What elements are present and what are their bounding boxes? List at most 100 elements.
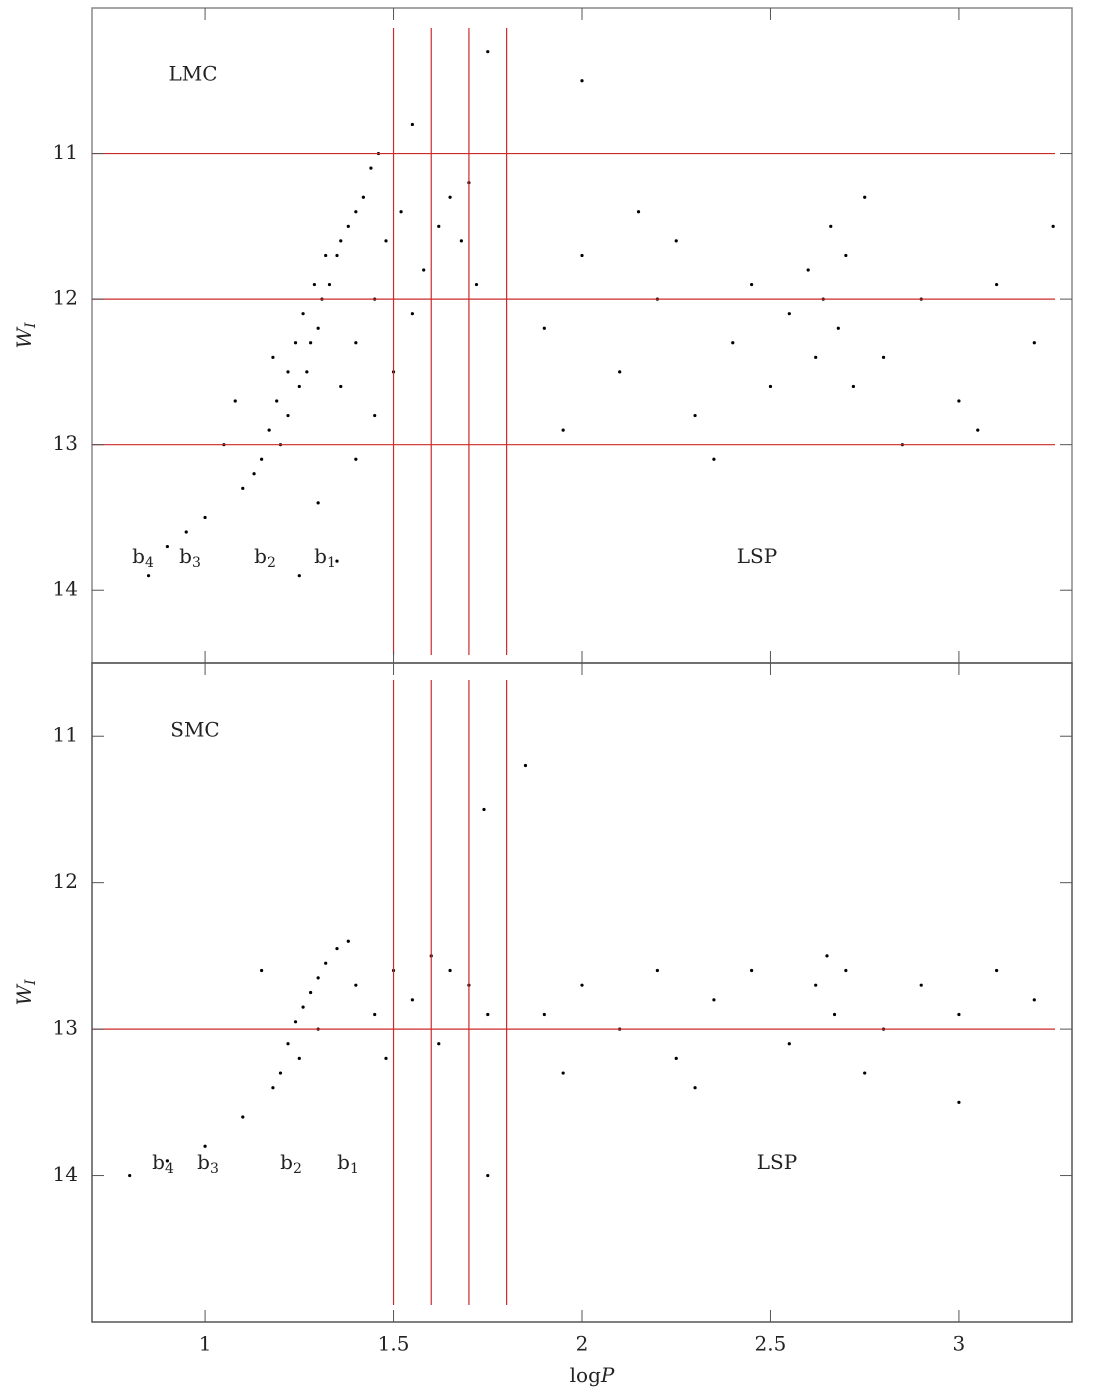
data-point xyxy=(995,282,999,287)
data-point xyxy=(335,253,339,258)
panel-label: LMC xyxy=(168,62,217,86)
data-point xyxy=(523,763,528,768)
annotation: b1 xyxy=(314,544,336,572)
data-point xyxy=(561,1071,565,1075)
data-point xyxy=(335,559,339,563)
data-point xyxy=(410,998,414,1002)
annotation: b4 xyxy=(152,1150,174,1178)
x-axis-label-italic: P xyxy=(600,1363,615,1387)
data-point xyxy=(309,990,313,995)
annotation: LSP xyxy=(757,1150,797,1174)
data-point xyxy=(881,355,886,359)
data-point xyxy=(286,370,290,374)
data-point xyxy=(275,399,279,403)
data-point xyxy=(919,983,923,987)
data-point xyxy=(580,983,584,987)
data-point xyxy=(693,413,697,418)
annotation-text: b xyxy=(280,1150,293,1174)
y-tick-label: 13 xyxy=(53,1016,78,1040)
data-point xyxy=(863,1071,867,1075)
data-point xyxy=(286,1042,290,1046)
data-point xyxy=(309,341,313,345)
data-point xyxy=(305,370,309,374)
data-point xyxy=(346,224,350,228)
annotation-sub: 3 xyxy=(210,1161,219,1177)
data-point xyxy=(339,384,343,389)
annotation-sub: 4 xyxy=(145,555,154,571)
data-point xyxy=(636,210,641,214)
data-point xyxy=(448,195,452,199)
data-point xyxy=(354,210,358,214)
data-point xyxy=(399,210,403,214)
data-point xyxy=(335,946,339,951)
data-point xyxy=(1032,998,1036,1002)
data-point xyxy=(750,282,754,287)
data-point xyxy=(301,312,305,316)
x-tick-label: 1.5 xyxy=(378,1332,410,1356)
data-point xyxy=(561,428,565,432)
data-point xyxy=(316,326,320,330)
annotation-text: LSP xyxy=(737,544,777,568)
y-axis-label-main: W xyxy=(12,327,36,349)
data-point xyxy=(693,1086,697,1090)
y-tick-label: 12 xyxy=(53,286,78,310)
data-point xyxy=(410,312,414,316)
data-point xyxy=(203,515,207,520)
data-point xyxy=(327,282,332,287)
annotation-sub: 1 xyxy=(327,555,336,571)
data-point xyxy=(957,1100,961,1104)
data-point xyxy=(836,326,840,330)
data-point xyxy=(286,413,290,418)
data-point xyxy=(354,983,358,987)
data-point xyxy=(674,1056,678,1060)
y-axis-label-main: W xyxy=(12,984,36,1006)
data-point xyxy=(750,968,754,973)
data-point xyxy=(655,968,659,973)
data-point xyxy=(851,384,855,389)
data-point xyxy=(384,1056,388,1060)
y-axis-label-sub: I xyxy=(23,979,39,986)
data-point xyxy=(768,384,773,389)
data-point xyxy=(1051,224,1055,228)
y-tick-label: 11 xyxy=(53,723,78,747)
data-point xyxy=(301,1005,305,1009)
annotation-sub: 3 xyxy=(192,555,201,571)
y-tick-label: 11 xyxy=(53,140,78,164)
data-point xyxy=(448,968,452,973)
data-point xyxy=(354,457,358,461)
data-point xyxy=(339,239,343,243)
annotation-text: b xyxy=(132,544,145,568)
data-point xyxy=(384,239,388,243)
plot-frame xyxy=(91,662,1073,1323)
annotation-text: b xyxy=(337,1150,350,1174)
annotation-text: b xyxy=(314,544,327,568)
data-point xyxy=(825,954,829,958)
x-tick-label: 3 xyxy=(953,1332,966,1356)
annotation-sub: 4 xyxy=(165,1161,174,1177)
y-tick-label: 14 xyxy=(53,577,78,601)
data-point xyxy=(278,1071,283,1075)
data-point xyxy=(316,976,320,980)
data-point xyxy=(787,312,791,316)
data-point xyxy=(293,1020,298,1024)
annotation: b3 xyxy=(179,544,201,572)
data-point xyxy=(618,370,622,374)
data-point xyxy=(712,998,716,1002)
data-point xyxy=(674,239,678,243)
data-point xyxy=(369,166,373,170)
data-point xyxy=(806,268,810,272)
y-axis-label: WI xyxy=(12,322,40,349)
data-point xyxy=(437,224,441,228)
data-point xyxy=(373,413,377,418)
annotation: b2 xyxy=(254,544,276,572)
data-point xyxy=(580,253,584,258)
annotation-text: b xyxy=(254,544,267,568)
x-tick-label: 2 xyxy=(576,1332,589,1356)
data-point xyxy=(233,399,237,403)
data-point xyxy=(814,983,818,987)
data-point xyxy=(486,1173,490,1178)
annotation-text: LSP xyxy=(757,1150,797,1174)
y-tick-label: 14 xyxy=(53,1162,78,1186)
data-point xyxy=(324,961,328,965)
